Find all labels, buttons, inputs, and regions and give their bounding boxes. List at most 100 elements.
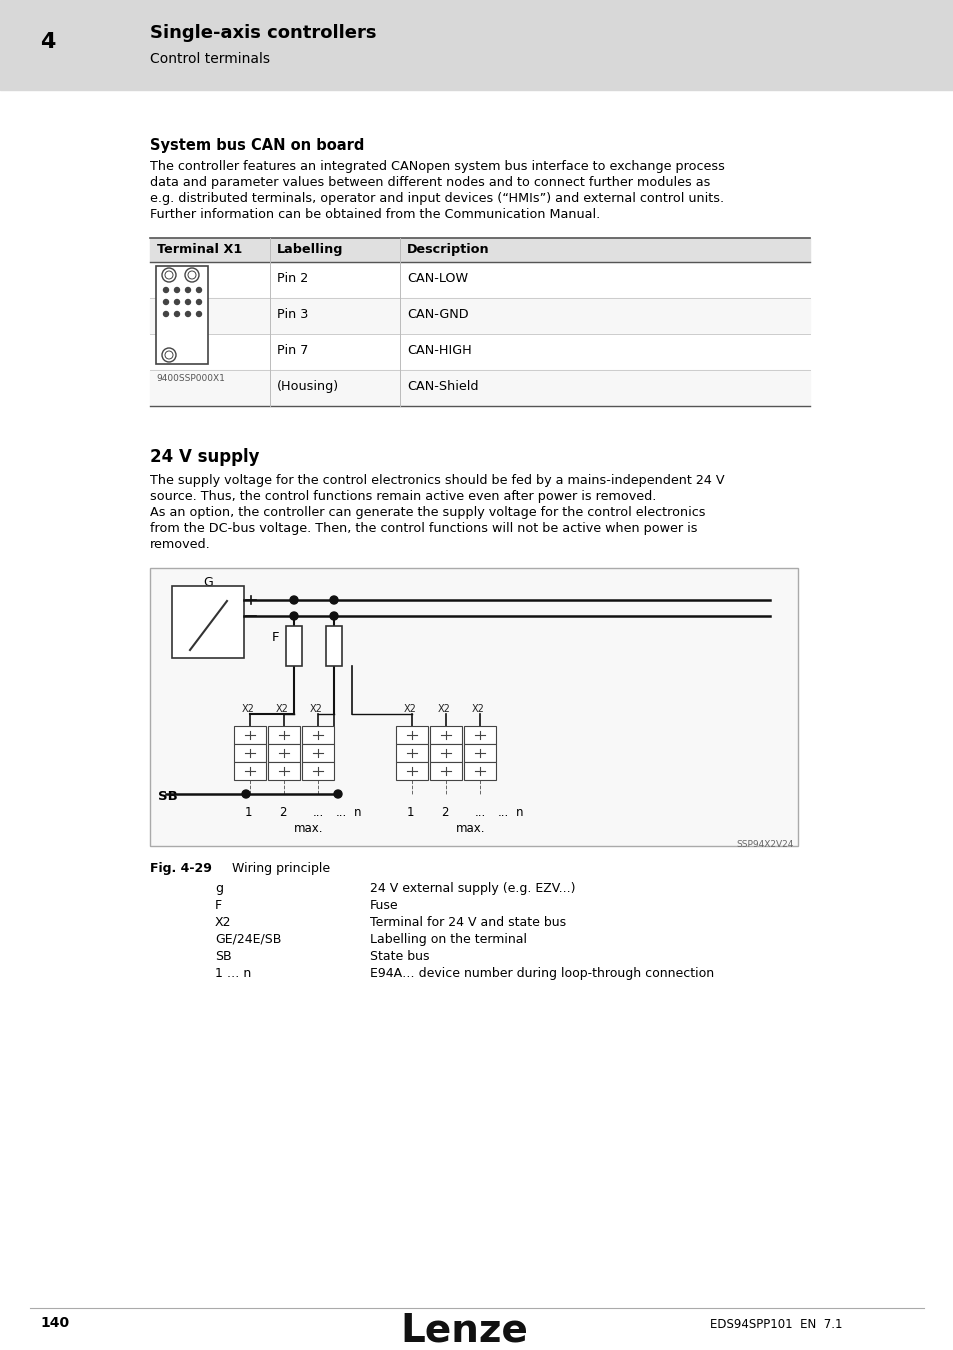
Text: max.: max. xyxy=(456,822,485,836)
Text: GE: GE xyxy=(467,729,479,738)
Bar xyxy=(150,370,809,406)
Bar xyxy=(233,744,266,761)
Text: As an option, the controller can generate the supply voltage for the control ele: As an option, the controller can generat… xyxy=(150,506,705,518)
Text: 24E: 24E xyxy=(236,747,253,756)
Text: 140: 140 xyxy=(40,1316,69,1330)
Bar xyxy=(156,266,208,364)
Circle shape xyxy=(162,348,175,362)
Circle shape xyxy=(163,300,169,305)
Text: Fuse: Fuse xyxy=(370,899,398,913)
Text: Pin 2: Pin 2 xyxy=(276,271,308,285)
Bar xyxy=(150,238,809,262)
Bar xyxy=(150,298,809,333)
Text: max.: max. xyxy=(294,822,323,836)
Circle shape xyxy=(185,300,191,305)
Text: ...: ... xyxy=(475,806,486,819)
Bar xyxy=(233,726,266,744)
Text: 24E: 24E xyxy=(398,747,416,756)
Bar xyxy=(430,761,461,780)
Text: SB: SB xyxy=(271,765,283,774)
Text: ...: ... xyxy=(335,806,347,819)
Bar xyxy=(302,744,334,761)
Circle shape xyxy=(290,595,297,603)
Text: G: G xyxy=(203,576,213,589)
Text: Labelling: Labelling xyxy=(276,243,343,256)
Text: F: F xyxy=(214,899,222,913)
Text: 24 V supply: 24 V supply xyxy=(150,448,259,466)
Text: SB: SB xyxy=(158,790,177,803)
Bar xyxy=(268,761,299,780)
Text: GE: GE xyxy=(433,729,445,738)
Circle shape xyxy=(162,269,175,282)
Text: X2: X2 xyxy=(214,917,232,929)
Circle shape xyxy=(174,300,179,305)
Text: SB: SB xyxy=(467,765,478,774)
Circle shape xyxy=(163,312,169,316)
Bar xyxy=(430,744,461,761)
Text: F: F xyxy=(272,630,279,644)
Text: X2: X2 xyxy=(403,703,416,714)
Text: 9400SSP000X1: 9400SSP000X1 xyxy=(156,374,225,383)
Text: X2: X2 xyxy=(472,703,484,714)
Text: 1: 1 xyxy=(245,806,253,819)
Text: data and parameter values between different nodes and to connect further modules: data and parameter values between differ… xyxy=(150,176,710,189)
Text: 1 … n: 1 … n xyxy=(214,967,251,980)
Text: X2: X2 xyxy=(242,703,254,714)
Text: GE: GE xyxy=(398,729,411,738)
Circle shape xyxy=(330,612,337,620)
Text: CAN-Shield: CAN-Shield xyxy=(407,379,478,393)
Bar xyxy=(150,568,797,846)
Bar xyxy=(395,744,428,761)
Circle shape xyxy=(290,612,297,620)
Text: Control terminals: Control terminals xyxy=(150,53,270,66)
Text: GE: GE xyxy=(236,729,250,738)
Circle shape xyxy=(185,269,199,282)
Text: EDS94SPP101  EN  7.1: EDS94SPP101 EN 7.1 xyxy=(709,1318,841,1331)
Text: E94A… device number during loop-through connection: E94A… device number during loop-through … xyxy=(370,967,714,980)
Text: X2: X2 xyxy=(310,703,322,714)
Text: SB: SB xyxy=(214,950,232,963)
Text: Terminal X1: Terminal X1 xyxy=(157,243,242,256)
Circle shape xyxy=(188,271,195,279)
Text: Wiring principle: Wiring principle xyxy=(232,863,330,875)
Text: GE/24E/SB: GE/24E/SB xyxy=(214,933,281,946)
Bar xyxy=(395,761,428,780)
Circle shape xyxy=(185,312,191,316)
Text: Labelling on the terminal: Labelling on the terminal xyxy=(370,933,526,946)
Text: ...: ... xyxy=(313,806,324,819)
Text: CAN-GND: CAN-GND xyxy=(407,308,468,321)
Text: The supply voltage for the control electronics should be fed by a mains-independ: The supply voltage for the control elect… xyxy=(150,474,724,487)
Text: 1: 1 xyxy=(407,806,414,819)
Text: 2: 2 xyxy=(440,806,448,819)
Text: (Housing): (Housing) xyxy=(276,379,338,393)
Circle shape xyxy=(196,288,201,293)
Bar xyxy=(0,0,953,90)
Text: CAN-HIGH: CAN-HIGH xyxy=(407,344,471,356)
Text: source. Thus, the control functions remain active even after power is removed.: source. Thus, the control functions rema… xyxy=(150,490,656,504)
Text: 24E: 24E xyxy=(271,747,288,756)
Circle shape xyxy=(165,351,172,359)
Text: 24 V external supply (e.g. EZV...): 24 V external supply (e.g. EZV...) xyxy=(370,882,575,895)
Text: n: n xyxy=(354,806,361,819)
Text: 2: 2 xyxy=(278,806,286,819)
Circle shape xyxy=(165,271,172,279)
Text: 4: 4 xyxy=(40,32,55,53)
Bar xyxy=(395,726,428,744)
Text: Fig. 4-29: Fig. 4-29 xyxy=(150,863,212,875)
Circle shape xyxy=(196,312,201,316)
Text: removed.: removed. xyxy=(150,539,211,551)
Text: 24 V =: 24 V = xyxy=(180,640,215,649)
Text: ...: ... xyxy=(497,806,509,819)
Text: n: n xyxy=(516,806,523,819)
Circle shape xyxy=(174,312,179,316)
Text: GE: GE xyxy=(305,729,317,738)
Text: Single-axis controllers: Single-axis controllers xyxy=(150,24,376,42)
Circle shape xyxy=(163,288,169,293)
Circle shape xyxy=(174,288,179,293)
Text: CAN-LOW: CAN-LOW xyxy=(407,271,468,285)
Bar xyxy=(302,726,334,744)
Bar xyxy=(268,726,299,744)
Text: State bus: State bus xyxy=(370,950,429,963)
Bar xyxy=(302,761,334,780)
Bar xyxy=(233,761,266,780)
